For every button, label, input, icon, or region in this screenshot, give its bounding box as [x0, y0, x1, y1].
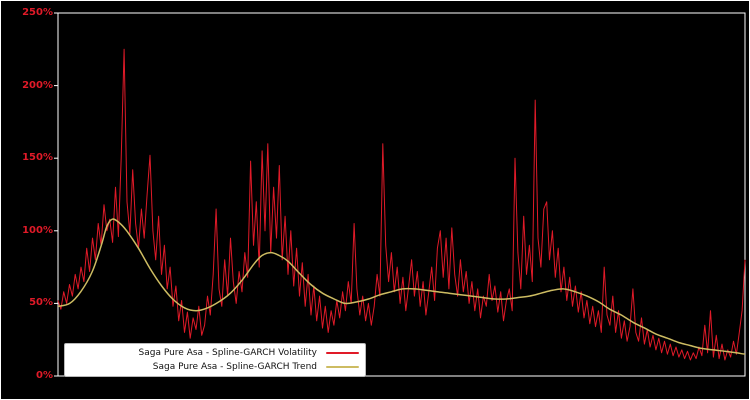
- legend-line-sample-volatility: [326, 352, 359, 354]
- plot-frame: [57, 12, 746, 377]
- volatility-line-series: [57, 48, 746, 361]
- y-tick-label: 150%: [22, 152, 53, 164]
- y-tick-label: 50%: [29, 297, 53, 309]
- legend: Saga Pure Asa - Spline-GARCH Volatility …: [64, 343, 366, 377]
- y-tick-label: 0%: [36, 370, 53, 381]
- legend-item-trend: Saga Pure Asa - Spline-GARCH Trend: [71, 360, 359, 374]
- y-tick-label: 200%: [22, 79, 53, 91]
- legend-label-trend: Saga Pure Asa - Spline-GARCH Trend: [152, 362, 317, 372]
- y-tick-label: 100%: [22, 224, 53, 236]
- legend-line-sample-trend: [326, 366, 359, 368]
- legend-item-volatility: Saga Pure Asa - Spline-GARCH Volatility: [71, 346, 359, 360]
- y-tick-label: 250%: [22, 7, 53, 18]
- legend-label-volatility: Saga Pure Asa - Spline-GARCH Volatility: [138, 348, 317, 358]
- trend-line-series: [57, 218, 746, 355]
